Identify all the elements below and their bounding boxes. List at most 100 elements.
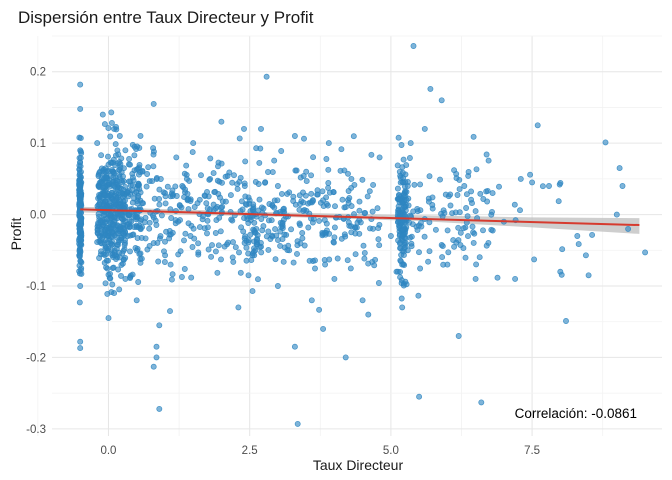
data-point xyxy=(252,247,259,254)
data-point xyxy=(201,225,208,232)
data-point xyxy=(229,179,236,186)
data-point xyxy=(145,164,152,171)
data-point xyxy=(129,199,136,206)
data-point xyxy=(117,211,124,218)
data-point xyxy=(314,191,321,198)
data-point xyxy=(122,275,129,282)
data-point xyxy=(168,215,175,221)
data-point xyxy=(299,235,306,242)
data-point xyxy=(348,175,355,182)
data-point xyxy=(359,297,366,304)
data-point xyxy=(212,248,219,255)
data-point xyxy=(280,258,287,265)
data-point xyxy=(262,179,268,186)
data-point xyxy=(138,255,145,262)
data-point xyxy=(274,197,281,204)
data-point xyxy=(241,215,248,222)
data-point xyxy=(77,345,84,352)
data-point xyxy=(214,177,221,184)
data-point xyxy=(489,227,496,234)
y-tick-label: 0.2 xyxy=(30,67,46,79)
data-point xyxy=(410,43,417,49)
data-point xyxy=(278,190,285,197)
data-point xyxy=(444,261,451,268)
data-point xyxy=(426,173,433,180)
data-point xyxy=(279,236,286,243)
data-point xyxy=(451,243,458,250)
data-point xyxy=(144,171,151,177)
data-point xyxy=(557,180,564,186)
data-point xyxy=(103,225,110,232)
data-point xyxy=(369,208,376,215)
data-point xyxy=(272,226,279,233)
data-point xyxy=(153,222,160,228)
data-point xyxy=(150,100,157,107)
data-point xyxy=(77,218,84,225)
data-point xyxy=(298,198,305,205)
data-point xyxy=(214,269,221,276)
data-point xyxy=(539,183,546,190)
data-point xyxy=(279,221,286,227)
data-point xyxy=(258,125,264,132)
data-point xyxy=(370,181,377,188)
data-point xyxy=(619,183,626,189)
data-point xyxy=(189,149,196,156)
data-point xyxy=(265,246,272,253)
data-point xyxy=(212,230,219,236)
data-point xyxy=(155,258,162,265)
data-point xyxy=(173,154,180,161)
data-point xyxy=(102,280,109,287)
data-point xyxy=(136,186,143,193)
data-point xyxy=(470,133,477,140)
data-point xyxy=(427,85,434,92)
data-point xyxy=(119,189,126,196)
data-point xyxy=(319,229,326,236)
data-point xyxy=(563,318,569,324)
data-point xyxy=(263,73,270,80)
data-point xyxy=(473,166,480,173)
data-point xyxy=(156,201,163,208)
data-point xyxy=(161,248,167,255)
data-point xyxy=(200,213,206,220)
data-point xyxy=(265,217,272,224)
data-point xyxy=(269,169,276,176)
data-point xyxy=(161,259,168,265)
data-point xyxy=(150,148,157,155)
data-point xyxy=(243,257,250,264)
data-point xyxy=(207,175,214,182)
y-tick-label: -0.3 xyxy=(26,424,46,436)
data-point xyxy=(286,247,293,254)
data-point xyxy=(203,200,210,207)
data-point xyxy=(156,322,163,329)
data-point xyxy=(465,172,472,179)
data-point xyxy=(180,184,187,191)
data-point xyxy=(78,168,84,175)
data-point xyxy=(195,249,202,256)
data-point xyxy=(242,158,249,165)
data-point xyxy=(404,183,411,189)
data-point xyxy=(589,231,596,238)
data-point xyxy=(219,203,226,210)
data-point xyxy=(255,276,261,283)
chart-title: Dispersión entre Taux Directeur y Profit xyxy=(18,8,314,27)
data-point xyxy=(297,240,304,247)
data-point xyxy=(191,235,198,242)
y-tick-label: -0.1 xyxy=(26,281,46,293)
data-point xyxy=(213,217,220,224)
data-point xyxy=(454,192,461,198)
data-point xyxy=(112,152,119,159)
data-point xyxy=(271,157,278,164)
data-point xyxy=(112,175,119,182)
data-point xyxy=(167,261,174,268)
data-point xyxy=(517,175,524,182)
data-point xyxy=(582,252,589,259)
data-point xyxy=(464,213,471,220)
data-point xyxy=(375,236,382,243)
data-point xyxy=(183,162,190,169)
data-point xyxy=(185,220,192,227)
data-point xyxy=(76,182,83,189)
data-point xyxy=(117,223,124,230)
data-point xyxy=(323,227,330,234)
data-point xyxy=(468,196,475,203)
data-point xyxy=(370,225,377,232)
